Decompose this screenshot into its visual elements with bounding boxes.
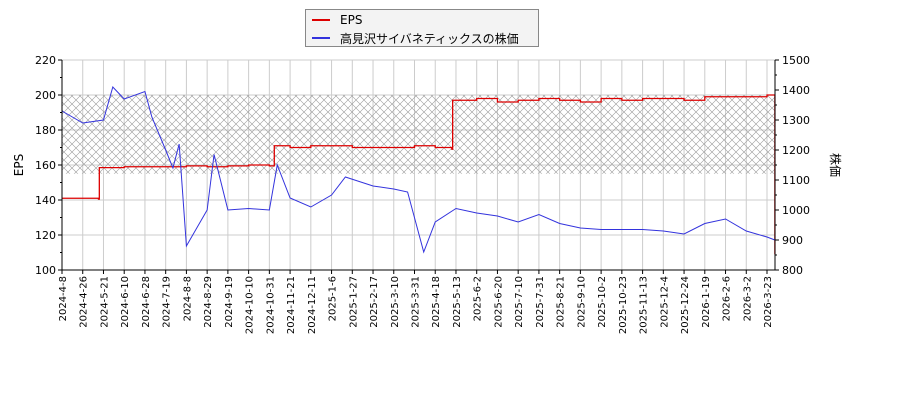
x-tick-label: 2026-3-2 — [742, 276, 753, 321]
x-tick-label: 2025-7-31 — [535, 276, 546, 328]
axes: 100 120 140 160 180 200 220 800 900 1000 1100 1200 1… — [35, 54, 810, 334]
legend-swatch-eps — [312, 19, 330, 21]
x-tick-label: 2025-10-2 — [597, 276, 608, 328]
legend: EPS 高見沢サイバネティックスの株価 — [305, 9, 539, 47]
x-tick-label: 2025-4-18 — [431, 276, 442, 328]
y-axis-right-label: 株価 — [828, 153, 843, 177]
y-tick-right: 1300 — [782, 114, 810, 127]
x-tick-label: 2025-9-10 — [576, 276, 587, 328]
x-tick-label: 2026-2-6 — [722, 276, 733, 321]
legend-swatch-stock — [312, 37, 330, 39]
x-tick-label: 2025-10-23 — [618, 276, 629, 334]
y-tick-right: 1000 — [782, 204, 810, 217]
series-lines — [61, 86, 776, 255]
x-tick-label: 2025-1-27 — [348, 276, 359, 328]
y-tick-right: 1200 — [782, 144, 810, 157]
eps-line — [62, 94, 776, 255]
x-tick-label: 2024-12-11 — [307, 276, 318, 334]
x-tick-label: 2024-4-26 — [79, 276, 90, 328]
y-tick-left: 200 — [35, 89, 56, 102]
x-tick-label: 2024-9-19 — [224, 276, 235, 328]
stock-price-line — [61, 86, 776, 254]
legend-item-stock: 高見沢サイバネティックスの株価 — [312, 30, 519, 46]
x-tick-label: 2025-3-31 — [411, 276, 422, 328]
x-tick-label: 2024-8-8 — [182, 276, 193, 321]
x-tick-label: 2025-2-17 — [369, 276, 380, 328]
x-tick-label: 2024-8-29 — [203, 276, 214, 328]
x-tick-label: 2026-3-23 — [763, 276, 774, 328]
y-tick-left: 120 — [35, 229, 56, 242]
x-tick-label: 2026-1-19 — [701, 276, 712, 328]
x-tick-label: 2025-8-21 — [556, 276, 567, 328]
legend-label-stock: 高見沢サイバネティックスの株価 — [340, 31, 519, 46]
y-tick-left: 100 — [35, 264, 56, 277]
y-tick-right: 1500 — [782, 54, 810, 67]
x-tick-label: 2025-12-24 — [680, 276, 691, 334]
y-tick-right: 900 — [782, 234, 803, 247]
legend-label-eps: EPS — [340, 13, 363, 27]
x-tick-label: 2024-7-19 — [162, 276, 173, 328]
y-tick-left: 160 — [35, 159, 56, 172]
x-tick-label: 2025-6-20 — [493, 276, 504, 328]
legend-item-eps: EPS — [312, 12, 362, 28]
x-tick-label: 2025-11-13 — [639, 276, 650, 334]
y-tick-left: 180 — [35, 124, 56, 137]
y-tick-right: 1400 — [782, 84, 810, 97]
x-tick-label: 2025-5-13 — [452, 276, 463, 328]
x-tick-label: 2025-1-6 — [328, 276, 339, 321]
x-tick-label: 2025-7-10 — [514, 276, 525, 328]
x-tick-label: 2024-10-31 — [265, 276, 276, 334]
x-tick-label: 2024-5-21 — [99, 276, 110, 328]
x-tick-label: 2024-6-28 — [141, 276, 152, 328]
x-tick-label: 2025-12-4 — [659, 276, 670, 328]
x-tick-label: 2025-3-10 — [390, 276, 401, 328]
y-tick-left: 140 — [35, 194, 56, 207]
x-tick-label: 2024-11-21 — [286, 276, 297, 334]
x-tick-label: 2025-6-2 — [473, 276, 484, 321]
y-tick-right: 1100 — [782, 174, 810, 187]
y-tick-right: 800 — [782, 264, 803, 277]
shaded-band — [62, 95, 775, 174]
y-tick-left: 220 — [35, 54, 56, 67]
y-axis-left-label: EPS — [12, 154, 26, 176]
x-tick-label: 2024-6-10 — [120, 276, 131, 328]
x-tick-label: 2024-10-10 — [245, 276, 256, 334]
x-tick-label: 2024-4-8 — [58, 276, 69, 321]
